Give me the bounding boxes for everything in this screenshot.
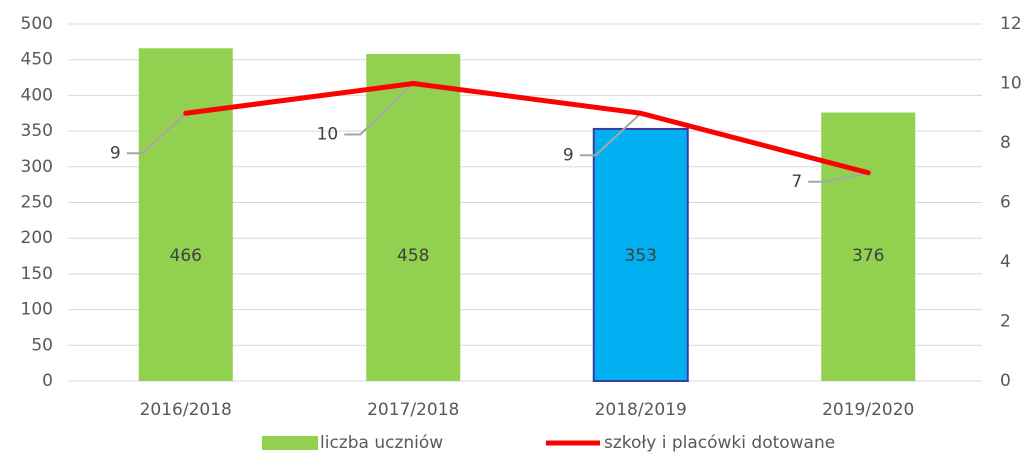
x-tick-label: 2019/2020 [822, 400, 914, 420]
y2-tick-label: 6 [1000, 193, 1011, 213]
bar-value-label: 376 [852, 246, 884, 266]
y-tick-label: 300 [21, 157, 53, 177]
y-tick-label: 50 [31, 335, 53, 355]
x-tick-label: 2016/2018 [140, 400, 232, 420]
leader-line [344, 82, 414, 136]
y-tick-label: 350 [21, 121, 53, 141]
bar [366, 53, 461, 381]
y-tick-label: 250 [21, 193, 53, 213]
line-value-label: 10 [317, 125, 339, 145]
y-tick-label: 500 [21, 14, 53, 34]
bar [592, 127, 689, 382]
line-value-label: 9 [563, 145, 574, 165]
y-tick-label: 450 [21, 50, 53, 70]
bar [821, 112, 916, 381]
legend-swatch [262, 436, 318, 450]
bar-value-label: 458 [397, 246, 429, 266]
bar-value-label: 466 [170, 246, 202, 266]
y-tick-label: 200 [21, 228, 53, 248]
legend-label: liczba uczniów [320, 433, 443, 453]
line [183, 81, 871, 176]
leader-line [808, 171, 869, 183]
y2-tick-label: 12 [1000, 14, 1022, 34]
y2-tick-label: 2 [1000, 312, 1011, 332]
line-value-label: 9 [110, 143, 121, 163]
leader-line [126, 112, 187, 155]
y-tick-label: 400 [21, 85, 53, 105]
line-value-label: 7 [791, 172, 802, 192]
y-tick-label: 100 [21, 300, 53, 320]
leader-line [579, 112, 642, 157]
y2-tick-label: 0 [1000, 371, 1011, 391]
y2-tick-label: 8 [1000, 133, 1011, 153]
x-tick-label: 2018/2019 [595, 400, 687, 420]
x-tick-label: 2017/2018 [367, 400, 459, 420]
legend-label: szkoły i placówki dotowane [604, 433, 835, 453]
bar-value-label: 353 [625, 246, 657, 266]
bar [138, 48, 233, 381]
y-tick-label: 0 [42, 371, 53, 391]
y-tick-label: 150 [21, 264, 53, 284]
y2-tick-label: 10 [1000, 74, 1022, 94]
y2-tick-label: 4 [1000, 252, 1011, 272]
